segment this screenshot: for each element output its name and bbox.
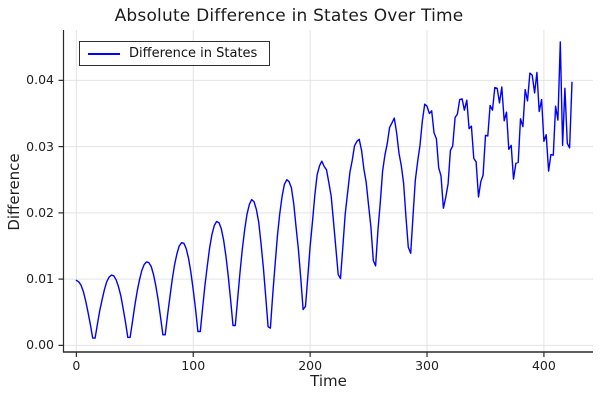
x-tick-label: 400 — [531, 358, 556, 373]
y-tick-label: 0.04 — [26, 72, 54, 88]
x-tick-label: 300 — [415, 358, 439, 373]
y-tick-label: 0.02 — [26, 204, 54, 220]
legend-line-sample — [88, 52, 120, 55]
y-tick-label: 0.03 — [26, 138, 54, 154]
y-tick-label: 0.00 — [26, 337, 54, 353]
chart-title: Absolute Difference in States Over Time — [114, 6, 464, 26]
x-tick-label: 0 — [72, 358, 81, 373]
x-tick-label: 200 — [298, 358, 323, 373]
x-axis-label: Time — [310, 372, 347, 390]
legend-entry-label: Difference in States — [129, 46, 258, 61]
y-tick-label: 0.01 — [26, 271, 54, 287]
x-tick-label: 100 — [181, 358, 206, 373]
y-axis-label: Difference — [5, 153, 23, 231]
legend-box: Difference in States — [79, 41, 271, 66]
difference-series-line — [75, 41, 573, 339]
